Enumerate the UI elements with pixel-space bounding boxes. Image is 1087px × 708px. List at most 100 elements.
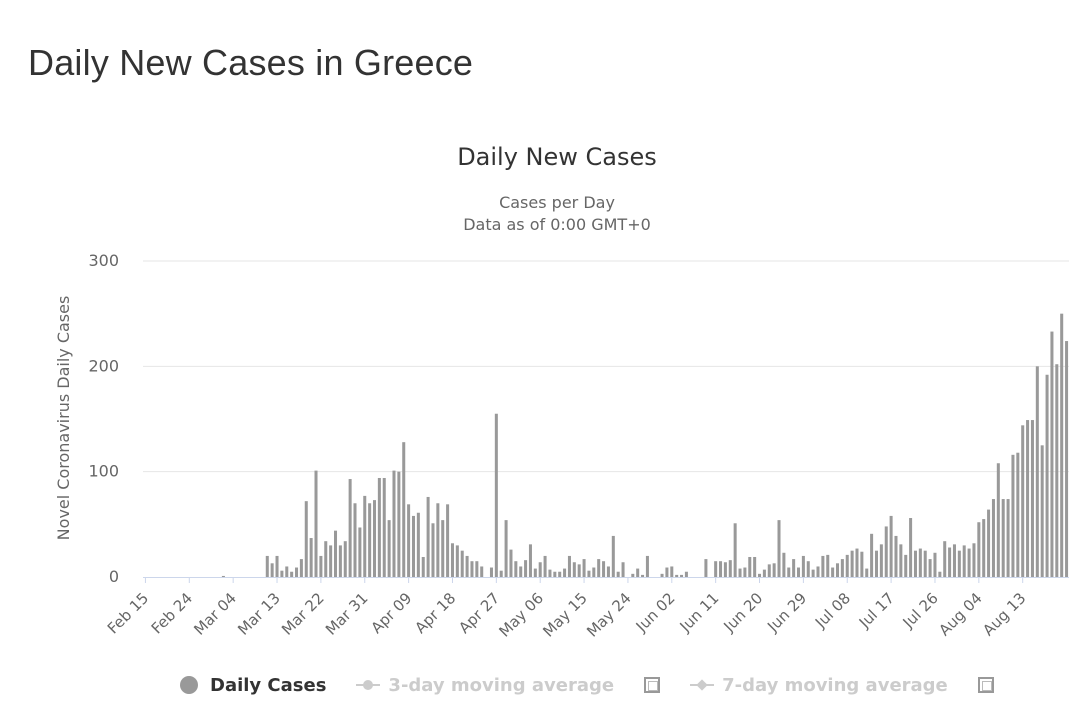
bar[interactable] <box>265 555 269 577</box>
bar[interactable] <box>338 545 342 577</box>
bar[interactable] <box>275 555 279 577</box>
legend-item-7-day-average[interactable]: 7-day moving average <box>690 675 948 696</box>
bar[interactable] <box>816 566 820 577</box>
toggle-7-day-average-checkbox[interactable] <box>977 677 994 693</box>
bar[interactable] <box>957 550 961 577</box>
bar[interactable] <box>797 567 801 577</box>
bar[interactable] <box>611 535 615 577</box>
bar[interactable] <box>894 535 898 577</box>
bar[interactable] <box>811 569 815 577</box>
bar[interactable] <box>909 518 913 577</box>
bar[interactable] <box>387 520 391 577</box>
bar[interactable] <box>1030 420 1034 577</box>
bar[interactable] <box>933 552 937 577</box>
bar[interactable] <box>704 559 708 577</box>
bar[interactable] <box>319 555 323 577</box>
bar[interactable] <box>806 561 810 577</box>
bar[interactable] <box>1001 499 1005 577</box>
bar[interactable] <box>1016 452 1020 577</box>
bar[interactable] <box>748 556 752 577</box>
bar[interactable] <box>441 520 445 577</box>
bar[interactable] <box>402 442 406 577</box>
bar[interactable] <box>509 549 513 577</box>
bar[interactable] <box>758 573 762 577</box>
bar[interactable] <box>553 571 557 577</box>
bar[interactable] <box>913 550 917 577</box>
bar[interactable] <box>480 566 484 577</box>
bar[interactable] <box>519 566 523 577</box>
bar[interactable] <box>587 570 591 577</box>
bar[interactable] <box>670 566 674 577</box>
bar[interactable] <box>606 566 610 577</box>
bar[interactable] <box>616 571 620 577</box>
bar[interactable] <box>299 559 303 577</box>
toggle-3-day-average-checkbox[interactable] <box>644 677 661 693</box>
bar[interactable] <box>845 554 849 577</box>
bar[interactable] <box>563 568 567 577</box>
bar[interactable] <box>977 522 981 577</box>
bar[interactable] <box>728 560 732 577</box>
bar[interactable] <box>714 561 718 577</box>
bar[interactable] <box>762 569 766 577</box>
bar[interactable] <box>972 543 976 577</box>
bar[interactable] <box>363 495 367 577</box>
bar[interactable] <box>948 547 952 577</box>
bar[interactable] <box>455 545 459 577</box>
bar[interactable] <box>421 556 425 577</box>
bar[interactable] <box>772 563 776 577</box>
bar[interactable] <box>538 562 542 577</box>
bar[interactable] <box>874 550 878 577</box>
legend-item-3-day-average[interactable]: 3-day moving average <box>356 675 614 696</box>
bar[interactable] <box>1065 341 1069 577</box>
bar[interactable] <box>602 561 606 577</box>
bar[interactable] <box>943 541 947 577</box>
bar[interactable] <box>324 541 328 577</box>
bar[interactable] <box>314 470 318 577</box>
bar[interactable] <box>782 552 786 577</box>
bar[interactable] <box>621 562 625 577</box>
bar[interactable] <box>533 568 537 577</box>
bar[interactable] <box>377 477 381 577</box>
bar[interactable] <box>1026 420 1030 577</box>
bar[interactable] <box>567 555 571 577</box>
bar[interactable] <box>1055 364 1059 577</box>
bar[interactable] <box>855 548 859 577</box>
bar[interactable] <box>504 520 508 577</box>
bar[interactable] <box>991 499 995 577</box>
bar[interactable] <box>343 541 347 577</box>
bar[interactable] <box>358 527 362 577</box>
bar[interactable] <box>329 545 333 577</box>
bar[interactable] <box>767 564 771 577</box>
bar[interactable] <box>850 550 854 577</box>
bar[interactable] <box>684 571 688 577</box>
bar[interactable] <box>285 566 289 577</box>
bar[interactable] <box>1035 366 1039 577</box>
bar[interactable] <box>514 561 518 577</box>
bar[interactable] <box>470 561 474 577</box>
bar[interactable] <box>645 555 649 577</box>
bar[interactable] <box>675 574 679 577</box>
bar[interactable] <box>270 563 274 577</box>
bar[interactable] <box>787 567 791 577</box>
bar[interactable] <box>548 569 552 577</box>
bar[interactable] <box>280 570 284 577</box>
bar[interactable] <box>743 567 747 577</box>
bar[interactable] <box>777 520 781 577</box>
bar[interactable] <box>899 544 903 577</box>
bar[interactable] <box>499 570 503 577</box>
bar[interactable] <box>416 512 420 577</box>
bar[interactable] <box>494 413 498 577</box>
bar[interactable] <box>801 555 805 577</box>
bar[interactable] <box>446 504 450 577</box>
bar[interactable] <box>840 559 844 577</box>
bar[interactable] <box>996 463 1000 577</box>
bar[interactable] <box>753 556 757 577</box>
bar[interactable] <box>719 561 723 577</box>
bar[interactable] <box>835 563 840 577</box>
bar[interactable] <box>431 523 435 577</box>
bar[interactable] <box>641 574 645 577</box>
bar[interactable] <box>631 573 635 577</box>
bar[interactable] <box>967 548 971 577</box>
bar[interactable] <box>904 554 908 577</box>
bar[interactable] <box>450 543 454 577</box>
